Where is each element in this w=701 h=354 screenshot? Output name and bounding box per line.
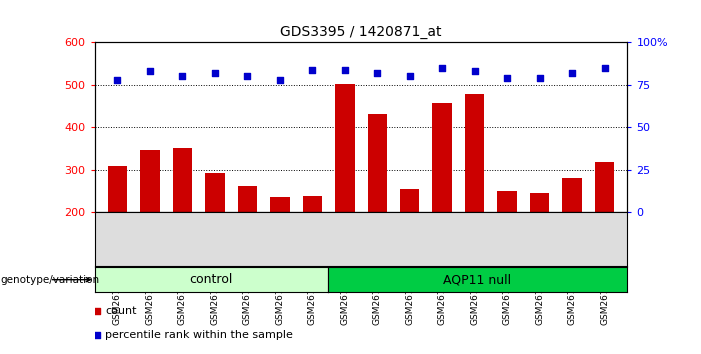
Point bbox=[372, 70, 383, 76]
Bar bbox=[270, 197, 290, 212]
Point bbox=[534, 75, 545, 81]
Point bbox=[144, 69, 156, 74]
Bar bbox=[530, 193, 550, 212]
Point bbox=[92, 332, 103, 337]
Bar bbox=[172, 148, 192, 212]
Point bbox=[177, 74, 188, 79]
Bar bbox=[433, 103, 452, 212]
Title: GDS3395 / 1420871_at: GDS3395 / 1420871_at bbox=[280, 25, 442, 39]
Bar bbox=[238, 186, 257, 212]
Point bbox=[92, 308, 103, 314]
Text: AQP11 null: AQP11 null bbox=[444, 273, 512, 286]
Point bbox=[339, 67, 350, 73]
Point bbox=[209, 70, 220, 76]
Point bbox=[111, 77, 123, 83]
Point bbox=[404, 74, 416, 79]
Bar bbox=[367, 114, 387, 212]
Point bbox=[566, 70, 578, 76]
Text: genotype/variation: genotype/variation bbox=[0, 275, 99, 285]
Bar bbox=[335, 84, 355, 212]
Text: control: control bbox=[189, 273, 233, 286]
Bar bbox=[498, 191, 517, 212]
Text: percentile rank within the sample: percentile rank within the sample bbox=[105, 330, 293, 339]
Bar bbox=[205, 173, 224, 212]
Bar bbox=[465, 94, 484, 212]
Point bbox=[502, 75, 513, 81]
Bar bbox=[595, 162, 614, 212]
Point bbox=[274, 77, 285, 83]
Point bbox=[437, 65, 448, 71]
Point bbox=[469, 69, 480, 74]
Bar bbox=[108, 166, 127, 212]
Bar bbox=[140, 149, 160, 212]
Point bbox=[306, 67, 318, 73]
Point bbox=[599, 65, 611, 71]
Bar bbox=[400, 189, 419, 212]
Bar bbox=[562, 178, 582, 212]
Point bbox=[242, 74, 253, 79]
Bar bbox=[303, 196, 322, 212]
Text: count: count bbox=[105, 306, 137, 316]
